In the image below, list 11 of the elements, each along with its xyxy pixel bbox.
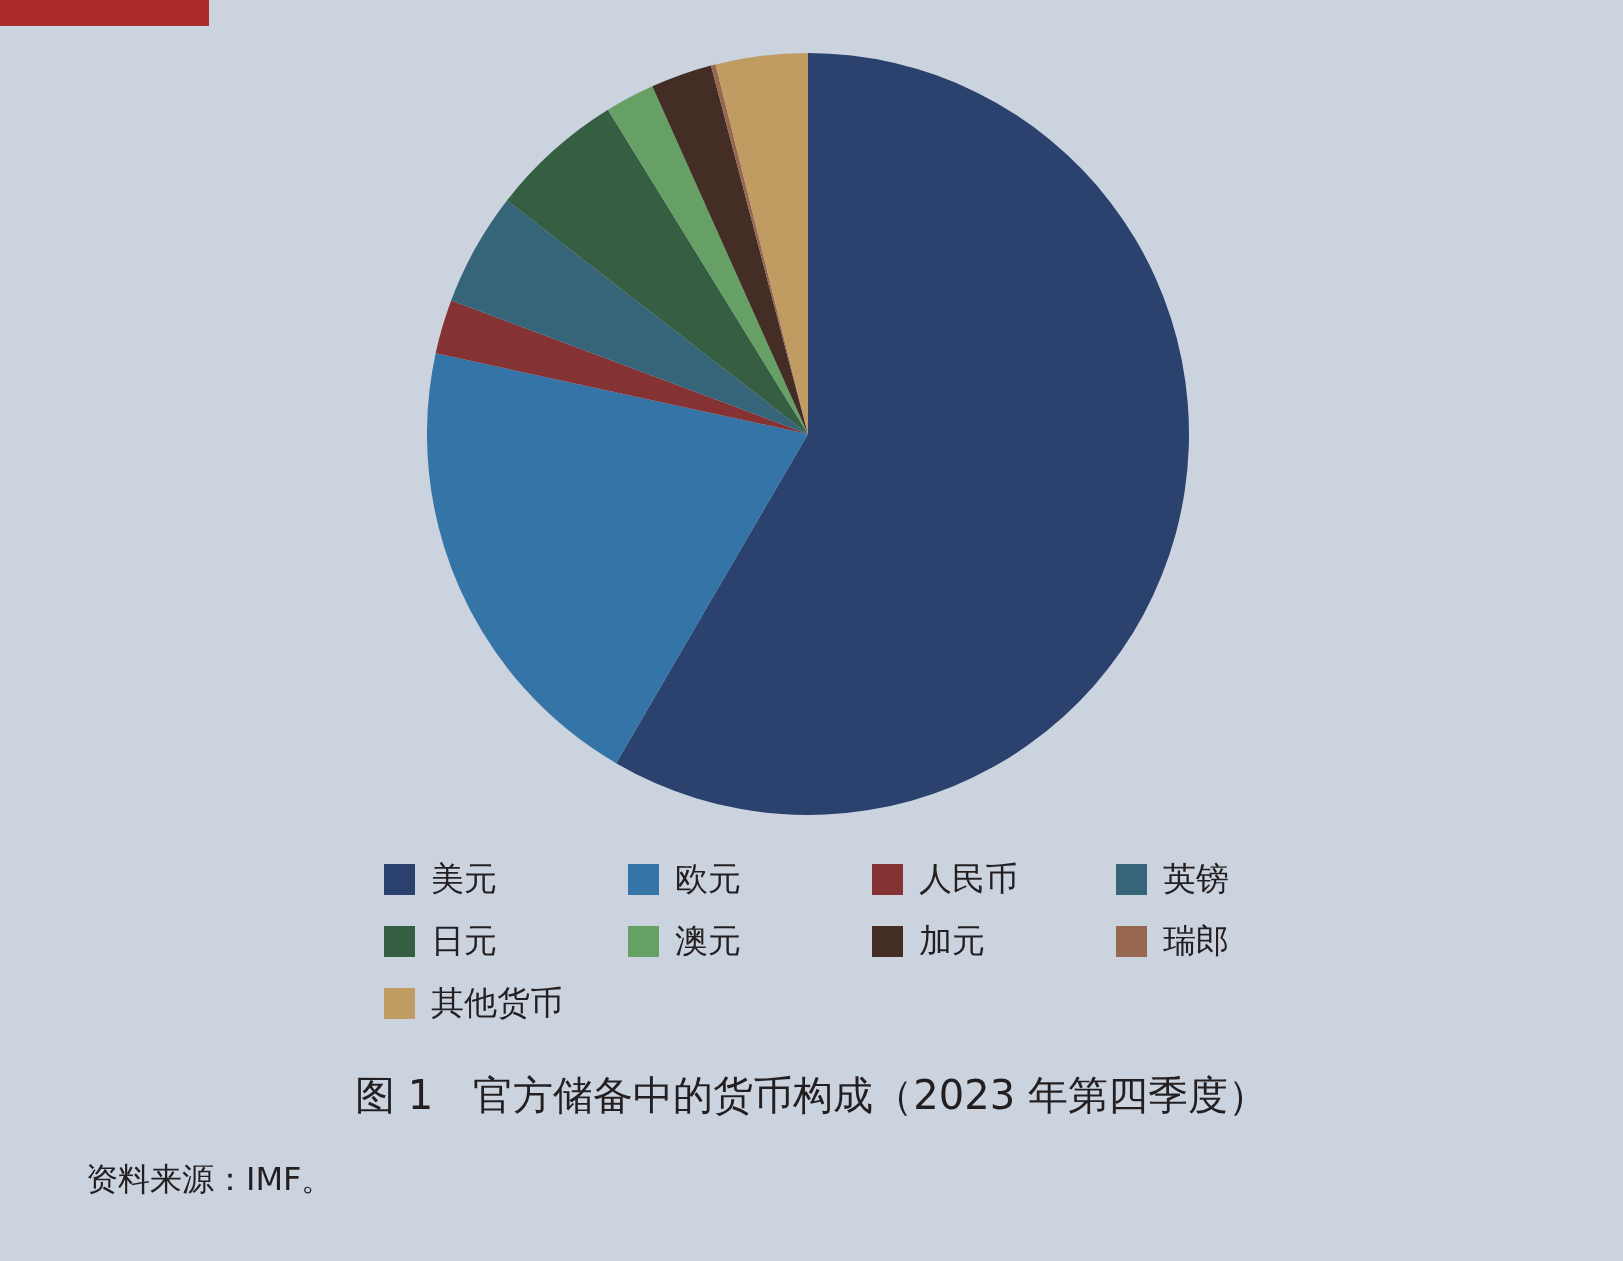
legend-label: 瑞郎: [1163, 919, 1229, 962]
legend-label: 澳元: [675, 919, 741, 962]
legend-label: 欧元: [675, 857, 741, 900]
legend-label: 加元: [919, 919, 985, 962]
legend-label: 英镑: [1163, 857, 1229, 900]
legend-label: 日元: [431, 919, 497, 962]
legend-label: 人民币: [919, 857, 1018, 900]
text: 图 1 官方储备中的货币构成（2023 年第四季度）: [354, 1071, 1269, 1120]
text: 资料来源：IMF。: [86, 1159, 334, 1200]
legend-label: 美元: [431, 857, 497, 900]
legend-label: 其他货币: [431, 981, 563, 1024]
